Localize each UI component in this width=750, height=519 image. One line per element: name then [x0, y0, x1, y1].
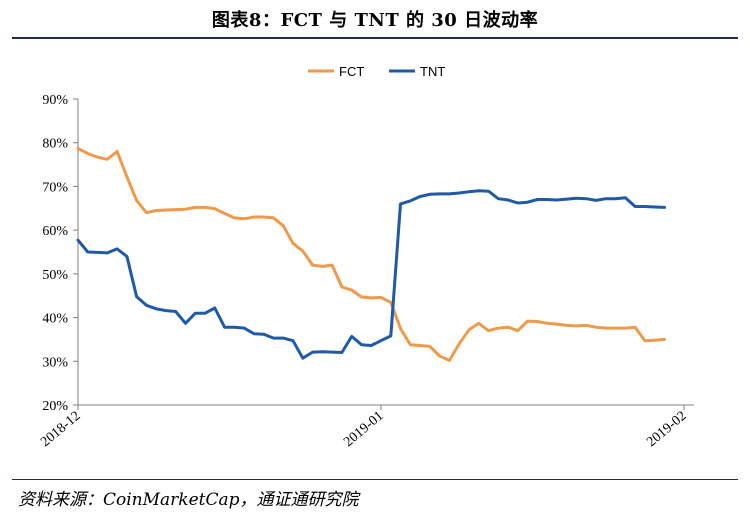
y-tick-label: 90% — [42, 93, 68, 108]
y-tick-label: 60% — [42, 224, 68, 239]
legend-label-fct: FCT — [339, 64, 364, 79]
title-rule — [12, 37, 738, 39]
y-tick-label: 70% — [42, 180, 68, 195]
y-tick-label: 50% — [42, 268, 68, 283]
y-tick-label: 40% — [42, 312, 68, 327]
series-line-fct — [76, 146, 666, 362]
series-line-tnt — [76, 189, 666, 360]
series-lines — [76, 146, 666, 362]
x-axis-ticks: 2018-12 2019-01 2019-02 — [38, 405, 690, 450]
source-rule — [12, 479, 738, 480]
y-tick-label: 30% — [42, 355, 68, 370]
y-axis-ticks: 20% 30% 40% 50% 60% 70% 80% 90% — [42, 93, 78, 414]
source-note: 资料来源：CoinMarketCap，通证通研究院 — [18, 490, 359, 510]
x-tick-label: 2018-12 — [38, 409, 83, 450]
y-tick-label: 80% — [42, 137, 68, 152]
legend-label-tnt: TNT — [420, 64, 445, 79]
legend: FCT TNT — [308, 64, 445, 79]
chart-title: 图表8：FCT 与 TNT 的 30 日波动率 — [211, 10, 539, 31]
x-tick-label: 2019-02 — [644, 409, 689, 450]
y-tick-label: 20% — [42, 399, 68, 414]
x-tick-label: 2019-01 — [341, 409, 386, 450]
